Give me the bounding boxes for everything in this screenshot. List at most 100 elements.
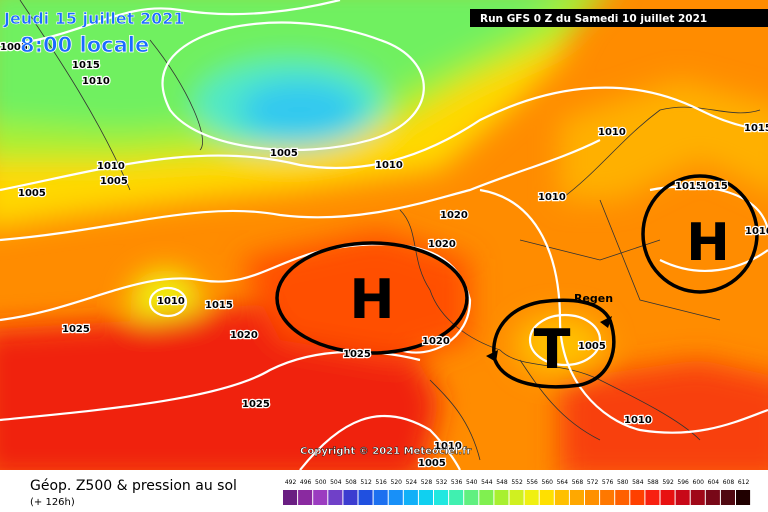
isobar-label: 1010 [434,441,462,452]
valid-date: Jeudi 15 juillet 2021 [3,9,184,28]
legend-swatch [630,490,645,505]
isobar-label: 1010 [375,160,403,171]
coastlines [19,0,761,461]
legend-swatch [736,490,751,505]
isobar-label: 1015 [700,181,728,192]
legend-label: 508 [345,479,357,486]
isobar-label: 1005 [578,341,606,352]
legend-swatch [539,490,554,505]
system-label: H [686,213,730,273]
legend-swatch [403,490,418,505]
legend-label: 580 [617,479,629,486]
legend-swatch [328,490,343,505]
legend-swatch [705,490,720,505]
isobar-label: 1025 [242,399,270,410]
isobar-label: 1005 [418,458,446,469]
legend-swatch [569,490,584,505]
legend-label: 584 [632,479,644,486]
legend-label: 572 [587,479,599,486]
legend-label: 520 [391,479,403,486]
isobar-label: 1020 [230,330,258,341]
annotation: Regen [574,292,613,305]
legend-swatch [388,490,403,505]
isobar-label: 1020 [428,239,456,250]
legend-swatch [449,490,464,505]
map-field: H H T Regen 1005101510101005101010101005… [0,0,768,470]
legend-swatch [494,490,509,505]
legend-swatch [343,490,358,505]
high-pressure-ring [641,174,759,294]
legend-label: 552 [511,479,523,486]
legend-swatch [418,490,433,505]
legend-swatch [554,490,569,505]
legend-swatch [373,490,388,505]
legend-label: 604 [708,479,720,486]
footer-lead: (+ 126h) [30,497,75,508]
isobar-label: 1010 [598,127,626,138]
legend-label: 576 [602,479,614,486]
legend-label: 588 [647,479,659,486]
legend-label: 596 [677,479,689,486]
legend-label: 612 [738,479,750,486]
isobar-label: 1010 [745,226,768,237]
legend-label: 568 [572,479,584,486]
legend-label: 512 [360,479,372,486]
legend-swatch [690,490,705,505]
legend-label: 532 [436,479,448,486]
legend-swatch [524,490,539,505]
valid-time: 8:00 locale [20,33,149,57]
isobar-label: 1020 [440,210,468,221]
legend-swatch [660,490,675,505]
isobar-label: 1010 [97,161,125,172]
isobar-label: 1015 [744,123,768,134]
isobar-label: 1025 [343,349,371,360]
legend-label: 524 [406,479,418,486]
isobar-label: 1010 [624,415,652,426]
legend-swatch [313,490,328,505]
legend-swatch [434,490,449,505]
legend-label: 600 [693,479,705,486]
system-label: H [349,268,394,331]
legend-swatch [615,490,630,505]
legend-label: 544 [481,479,493,486]
color-legend: 492 496 500 504 508 512 516 520 524 528 532 536 540 5… [283,479,751,505]
run-banner [470,9,768,27]
legend-swatch [509,490,524,505]
legend-label: 516 [375,479,387,486]
run-info: Run GFS 0 Z du Samedi 10 juillet 2021 [480,13,707,25]
legend-label: 492 [285,479,297,486]
legend-swatch [585,490,600,505]
footer-title: Géop. Z500 & pression au sol [30,478,237,494]
isobar-label: 1010 [82,76,110,87]
legend-swatch [720,490,735,505]
isobar-label: 1015 [205,300,233,311]
legend-label: 592 [662,479,674,486]
system-label: T [534,318,571,381]
legend-swatch [283,490,298,505]
isobar-label: 1005 [0,42,28,53]
isobar-label: 1005 [18,188,46,199]
legend-label: 564 [557,479,569,486]
legend-swatch [464,490,479,505]
legend-label: 560 [542,479,554,486]
isobar-label: 1025 [62,324,90,335]
legend-swatch [479,490,494,505]
legend-label: 540 [466,479,478,486]
isobar-labels: 1005 1015 1010 1005 1010 1010 1005 1005 1020 1020… [0,41,768,470]
isobar-label: 1010 [157,296,185,307]
legend-swatch [358,490,373,505]
isobar-label: 1015 [72,60,100,71]
legend-label: 528 [421,479,433,486]
isobar-label: 1005 [100,176,128,187]
isobar-label: 1015 [675,181,703,192]
isobar-label: 1005 [270,148,298,159]
legend-label: 500 [315,479,327,486]
legend-label: 496 [300,479,312,486]
legend-swatch [645,490,660,505]
high-pressure-ring [275,241,469,355]
legend-label: 548 [496,479,508,486]
legend-label: 608 [723,479,735,486]
legend-label: 504 [330,479,342,486]
isobar-label: 1010 [538,192,566,203]
